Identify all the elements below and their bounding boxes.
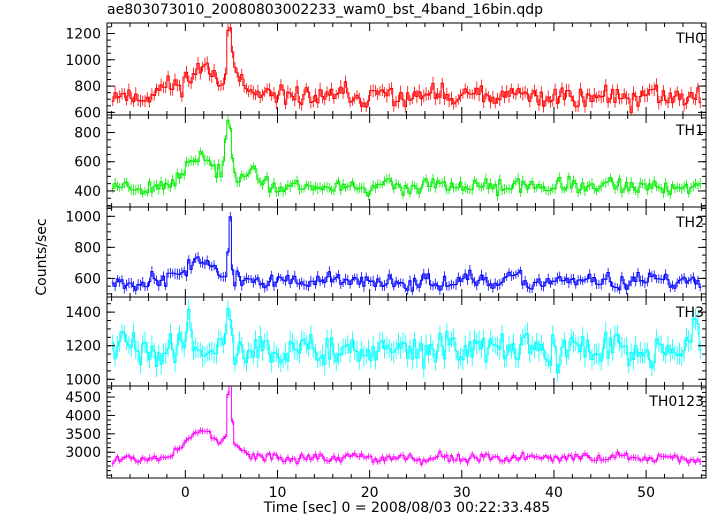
y-tick-label: 1200 <box>65 339 101 355</box>
x-tick-label: 20 <box>361 485 379 501</box>
panel-th0: 600 800 1000 1200 TH0 <box>65 22 707 121</box>
x-tick-label: 40 <box>545 485 563 501</box>
panel-label: TH1 <box>675 123 704 139</box>
x-tick-label: 0 <box>181 485 190 501</box>
x-axis-label: Time [sec] 0 = 2008/08/03 00:22:33.485 <box>263 500 550 516</box>
y-tick-label: 600 <box>74 105 101 121</box>
panel-th0123: 3000 3500 4000 4500 TH0123 <box>65 385 707 479</box>
y-tick-label: 800 <box>74 240 101 256</box>
series-line <box>111 386 702 465</box>
series-th2 <box>111 211 702 296</box>
chart-title: ae803073010_20080803002233_wam0_bst_4ban… <box>107 2 543 18</box>
x-tick-label: 30 <box>453 485 471 501</box>
y-tick-label: 400 <box>74 184 101 200</box>
series-line <box>111 216 702 292</box>
y-tick-label: 4000 <box>65 408 101 424</box>
y-tick-label: 600 <box>74 155 101 171</box>
panel-th3: 1000 1200 1400 TH3 <box>65 296 707 388</box>
x-tick-label: 10 <box>269 485 287 501</box>
series-th3 <box>111 299 702 382</box>
panel-label: TH0123 <box>648 394 704 410</box>
y-tick-label: 3000 <box>65 445 101 461</box>
series-line <box>111 119 702 197</box>
y-tick-label: 600 <box>74 271 101 287</box>
series-th0123 <box>111 386 702 467</box>
y-tick-label: 3500 <box>65 427 101 443</box>
y-tick-label: 4500 <box>65 390 101 406</box>
panel-th2: 600 800 1000 TH2 <box>65 206 707 298</box>
y-tick-label: 800 <box>74 126 101 142</box>
y-axis-label: Counts/sec <box>34 218 50 295</box>
panel-th1: 400 600 800 TH1 <box>74 114 707 208</box>
y-tick-label: 1200 <box>65 27 101 43</box>
panel-label: TH2 <box>675 215 704 231</box>
y-tick-label: 1000 <box>65 372 101 388</box>
panel-frame <box>106 296 707 387</box>
series-line <box>111 308 702 374</box>
series-th1 <box>111 115 702 201</box>
series-line <box>111 27 702 114</box>
series-th0 <box>111 23 702 115</box>
panel-frame <box>106 206 707 298</box>
y-tick-label: 1000 <box>65 209 101 225</box>
panel-label: TH0 <box>675 31 704 47</box>
panel-label: TH3 <box>675 305 704 321</box>
y-tick-label: 800 <box>74 79 101 95</box>
x-tick-label: 50 <box>637 485 655 501</box>
y-tick-label: 1400 <box>65 305 101 321</box>
y-tick-label: 1000 <box>65 53 101 69</box>
